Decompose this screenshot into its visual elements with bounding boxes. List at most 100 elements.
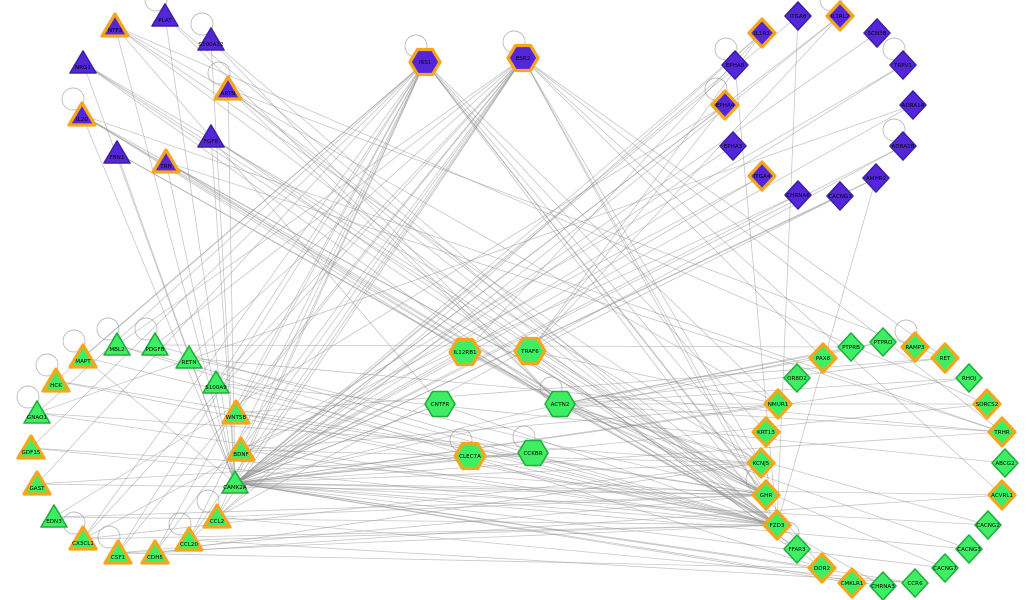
- graph-node-IL12RB1[interactable]: IL12RB1: [448, 337, 482, 367]
- graph-node-PTPRB[interactable]: PTPRB: [837, 332, 865, 362]
- graph-node-CCR6[interactable]: CCR6: [901, 568, 929, 598]
- triangle-node-shape: [23, 400, 51, 424]
- graph-node-SORCS2[interactable]: SORCS2: [972, 388, 1002, 420]
- graph-node-S100A12[interactable]: S100A12: [197, 27, 225, 51]
- triangle-node-shape: [197, 27, 225, 51]
- graph-edge: [154, 61, 426, 554]
- diamond-node-shape: [869, 327, 897, 357]
- graph-node-FFAR3[interactable]: FFAR3: [783, 534, 811, 564]
- graph-node-CMKLR1[interactable]: CMKLR1: [837, 567, 867, 599]
- graph-node-CHRNA6[interactable]: CHRNA6: [784, 180, 812, 210]
- diamond-node-shape: [901, 568, 929, 598]
- self-loop-edge: [144, 0, 168, 12]
- graph-node-EPHA4[interactable]: EPHA4: [710, 89, 740, 121]
- graph-node-NRG1[interactable]: NRG1: [69, 50, 97, 74]
- graph-edge: [116, 152, 778, 526]
- graph-node-CACNG3[interactable]: CACNG3: [955, 534, 983, 564]
- graph-edge: [529, 350, 767, 496]
- diamond-node-shape: [931, 553, 959, 583]
- graph-edge: [216, 32, 763, 518]
- graph-edge: [469, 455, 778, 526]
- diamond-node-shape: [763, 388, 793, 420]
- graph-node-OR8D2[interactable]: OR8D2: [783, 363, 811, 393]
- graph-node-ITGA4[interactable]: ITGA4: [747, 160, 777, 192]
- graph-node-CNTFR[interactable]: CNTFR: [424, 390, 456, 418]
- graph-node-EPHA3[interactable]: EPHA3: [719, 131, 747, 161]
- triangle-node-shape: [141, 332, 169, 356]
- graph-node-TRPV1[interactable]: TRPV1: [889, 50, 917, 80]
- graph-node-CCKBR[interactable]: CCKBR: [517, 439, 549, 467]
- graph-node-ACTN2[interactable]: ACTN2: [544, 390, 576, 418]
- diamond-node-shape: [807, 552, 837, 584]
- diamond-node-shape: [784, 1, 812, 31]
- diamond-node-shape: [837, 567, 867, 599]
- triangle-node-shape: [174, 526, 204, 552]
- graph-node-ESR2[interactable]: ESR2: [506, 43, 540, 73]
- graph-node-CCL20[interactable]: CCL20: [174, 526, 204, 552]
- graph-node-CACNG2[interactable]: CACNG2: [974, 510, 1002, 540]
- graph-node-NTF3[interactable]: NTF3: [100, 12, 130, 38]
- graph-node-ABCG2[interactable]: ABCG2: [991, 448, 1019, 478]
- graph-node-NMUR1[interactable]: NMUR1: [763, 388, 793, 420]
- graph-edge: [529, 104, 726, 352]
- graph-edge: [216, 516, 916, 584]
- graph-edge: [240, 61, 426, 451]
- graph-edge: [234, 175, 763, 484]
- graph-node-PLAT[interactable]: PLAT: [151, 3, 179, 27]
- graph-edge: [522, 57, 1003, 496]
- graph-node-MAPT[interactable]: MAPT: [68, 343, 98, 369]
- graph-edge: [165, 161, 236, 484]
- triangle-node-shape: [41, 367, 71, 393]
- graph-node-EDN3[interactable]: EDN3: [40, 504, 68, 528]
- graph-node-FBN1[interactable]: FBN1: [103, 140, 131, 164]
- graph-edge: [234, 57, 524, 484]
- graph-node-IL20[interactable]: IL20: [67, 101, 97, 127]
- graph-node-FZD3[interactable]: FZD3: [762, 509, 792, 541]
- graph-node-RET[interactable]: RET: [930, 342, 960, 374]
- graph-node-IRS1[interactable]: IRS1: [408, 47, 442, 77]
- graph-node-CACNG1[interactable]: CACNG1: [826, 181, 854, 211]
- graph-edge: [117, 494, 767, 554]
- graph-edge: [234, 482, 767, 496]
- diamond-node-shape: [762, 509, 792, 541]
- graph-edge: [164, 15, 236, 484]
- graph-edge: [114, 25, 988, 405]
- graph-edge: [234, 32, 878, 484]
- graph-edge: [116, 152, 236, 484]
- graph-node-TRHR[interactable]: TRHR: [987, 416, 1017, 448]
- graph-node-FGF6[interactable]: FGF6: [197, 124, 225, 148]
- graph-edge: [529, 177, 877, 352]
- diamond-node-shape: [826, 181, 854, 211]
- graph-node-RHOJ[interactable]: RHOJ: [955, 363, 983, 393]
- graph-node-TRAF6[interactable]: TRAF6: [513, 336, 547, 366]
- graph-node-GAST[interactable]: GAST: [22, 470, 52, 496]
- graph-edge: [240, 194, 799, 451]
- graph-node-PDGFB[interactable]: PDGFB: [141, 332, 169, 356]
- graph-node-ITGA8[interactable]: ITGA8: [784, 1, 812, 31]
- graph-node-ADRA1B[interactable]: ADRA1B: [889, 131, 917, 161]
- graph-node-CHRNA3[interactable]: CHRNA3: [869, 571, 897, 600]
- diamond-node-shape: [955, 534, 983, 564]
- graph-edge: [154, 57, 524, 554]
- diamond-node-shape: [955, 363, 983, 393]
- graph-node-ACVRL1[interactable]: ACVRL1: [987, 479, 1017, 511]
- graph-node-ADRA1A[interactable]: ADRA1A: [899, 90, 927, 120]
- graph-node-AMHR2[interactable]: AMHR2: [862, 163, 890, 193]
- graph-node-CCL2[interactable]: CCL2: [202, 503, 232, 529]
- graph-edge: [234, 462, 762, 484]
- self-loop-edge: [196, 489, 220, 513]
- graph-node-CLEC7A[interactable]: CLEC7A: [453, 441, 487, 471]
- graph-edge: [235, 412, 778, 526]
- graph-node-ARTN[interactable]: ARTN: [213, 75, 243, 101]
- graph-node-CACNG7[interactable]: CACNG7: [931, 553, 959, 583]
- graph-edge: [81, 114, 1003, 433]
- graph-edge: [559, 346, 852, 405]
- graph-node-EPHA8[interactable]: EPHA8: [721, 50, 749, 80]
- diamond-node-shape: [869, 571, 897, 600]
- graph-edge: [82, 356, 778, 526]
- graph-node-SCN3B[interactable]: SCN3B: [863, 18, 891, 48]
- diamond-node-shape: [889, 131, 917, 161]
- graph-node-HCK[interactable]: HCK: [41, 367, 71, 393]
- graph-edge: [114, 25, 441, 405]
